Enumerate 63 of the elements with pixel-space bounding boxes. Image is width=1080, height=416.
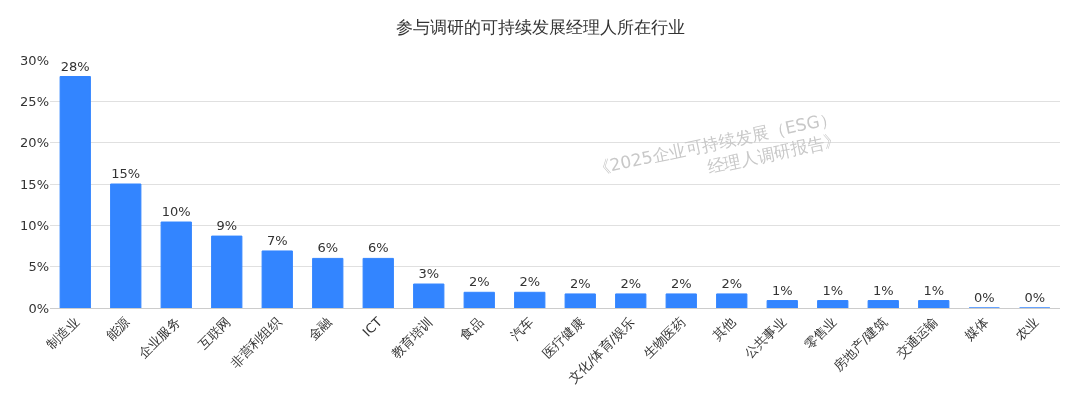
x-tick-label: 农业: [1012, 314, 1042, 344]
x-tick-label: 食品: [456, 314, 486, 344]
bar: [564, 293, 596, 308]
data-label: 28%: [60, 58, 90, 74]
data-label: 2%: [519, 274, 541, 290]
x-tick-label: 公共事业: [741, 314, 789, 362]
x-tick-label: 金融: [305, 314, 335, 344]
x-tick-label: 医疗健康: [539, 314, 587, 362]
bar: [716, 293, 748, 308]
data-label: 15%: [111, 166, 141, 181]
bar: [211, 235, 243, 308]
data-label: 7%: [266, 232, 288, 248]
data-label: 9%: [216, 218, 238, 234]
bar: [766, 300, 798, 308]
bar: [514, 291, 546, 308]
data-label: 1%: [771, 282, 793, 298]
data-label: 0%: [1024, 290, 1046, 305]
bar: [665, 293, 697, 308]
data-label: 2%: [721, 275, 743, 291]
x-tick-label: 汽车: [507, 314, 537, 344]
data-label: 2%: [569, 275, 591, 291]
data-label: 0%: [973, 290, 995, 305]
x-tick-label: 互联网: [195, 314, 234, 353]
bar: [312, 257, 344, 308]
y-tick-label: 10%: [20, 217, 49, 233]
data-label: 10%: [161, 204, 191, 220]
x-tick-label: ICT: [359, 314, 385, 340]
y-tick-label: 15%: [20, 176, 49, 192]
bar: [463, 291, 495, 308]
bar: [918, 300, 950, 308]
y-tick-label: 5%: [28, 259, 49, 275]
y-tick-label: 30%: [20, 52, 49, 68]
data-label: 2%: [620, 275, 642, 291]
y-tick-label: 20%: [20, 135, 49, 151]
x-tick-label: 企业服务: [135, 314, 183, 362]
x-tick-label: 其他: [709, 314, 739, 344]
data-label: 3%: [418, 266, 440, 282]
x-tick-label: 交通运输: [893, 314, 941, 362]
y-tick-label: 0%: [28, 300, 49, 316]
data-label: 2%: [670, 275, 692, 291]
data-label: 2%: [468, 274, 490, 290]
data-label: 6%: [317, 240, 339, 256]
bar: [110, 183, 142, 308]
chart-title: 参与调研的可持续发展经理人所在行业: [395, 16, 685, 37]
bar: [615, 293, 647, 308]
x-tick-label: 教育培训: [388, 314, 436, 362]
x-tick-label: 零售业: [801, 314, 840, 353]
x-tick-label: 媒体: [961, 314, 991, 344]
data-label: 1%: [872, 282, 894, 298]
data-label: 1%: [923, 282, 945, 298]
bar: [59, 76, 91, 308]
x-tick-label: 能源: [103, 314, 133, 344]
bar: [160, 221, 192, 308]
bar: [261, 250, 293, 308]
bar: [362, 257, 394, 308]
x-tick-label: 生物医药: [640, 314, 688, 362]
data-label: 1%: [822, 282, 844, 298]
bar: [413, 283, 445, 308]
x-tick-label: 制造业: [43, 314, 82, 353]
y-tick-label: 25%: [20, 93, 49, 109]
data-label: 6%: [367, 240, 389, 256]
bar: [817, 300, 849, 308]
bar: [867, 300, 899, 308]
